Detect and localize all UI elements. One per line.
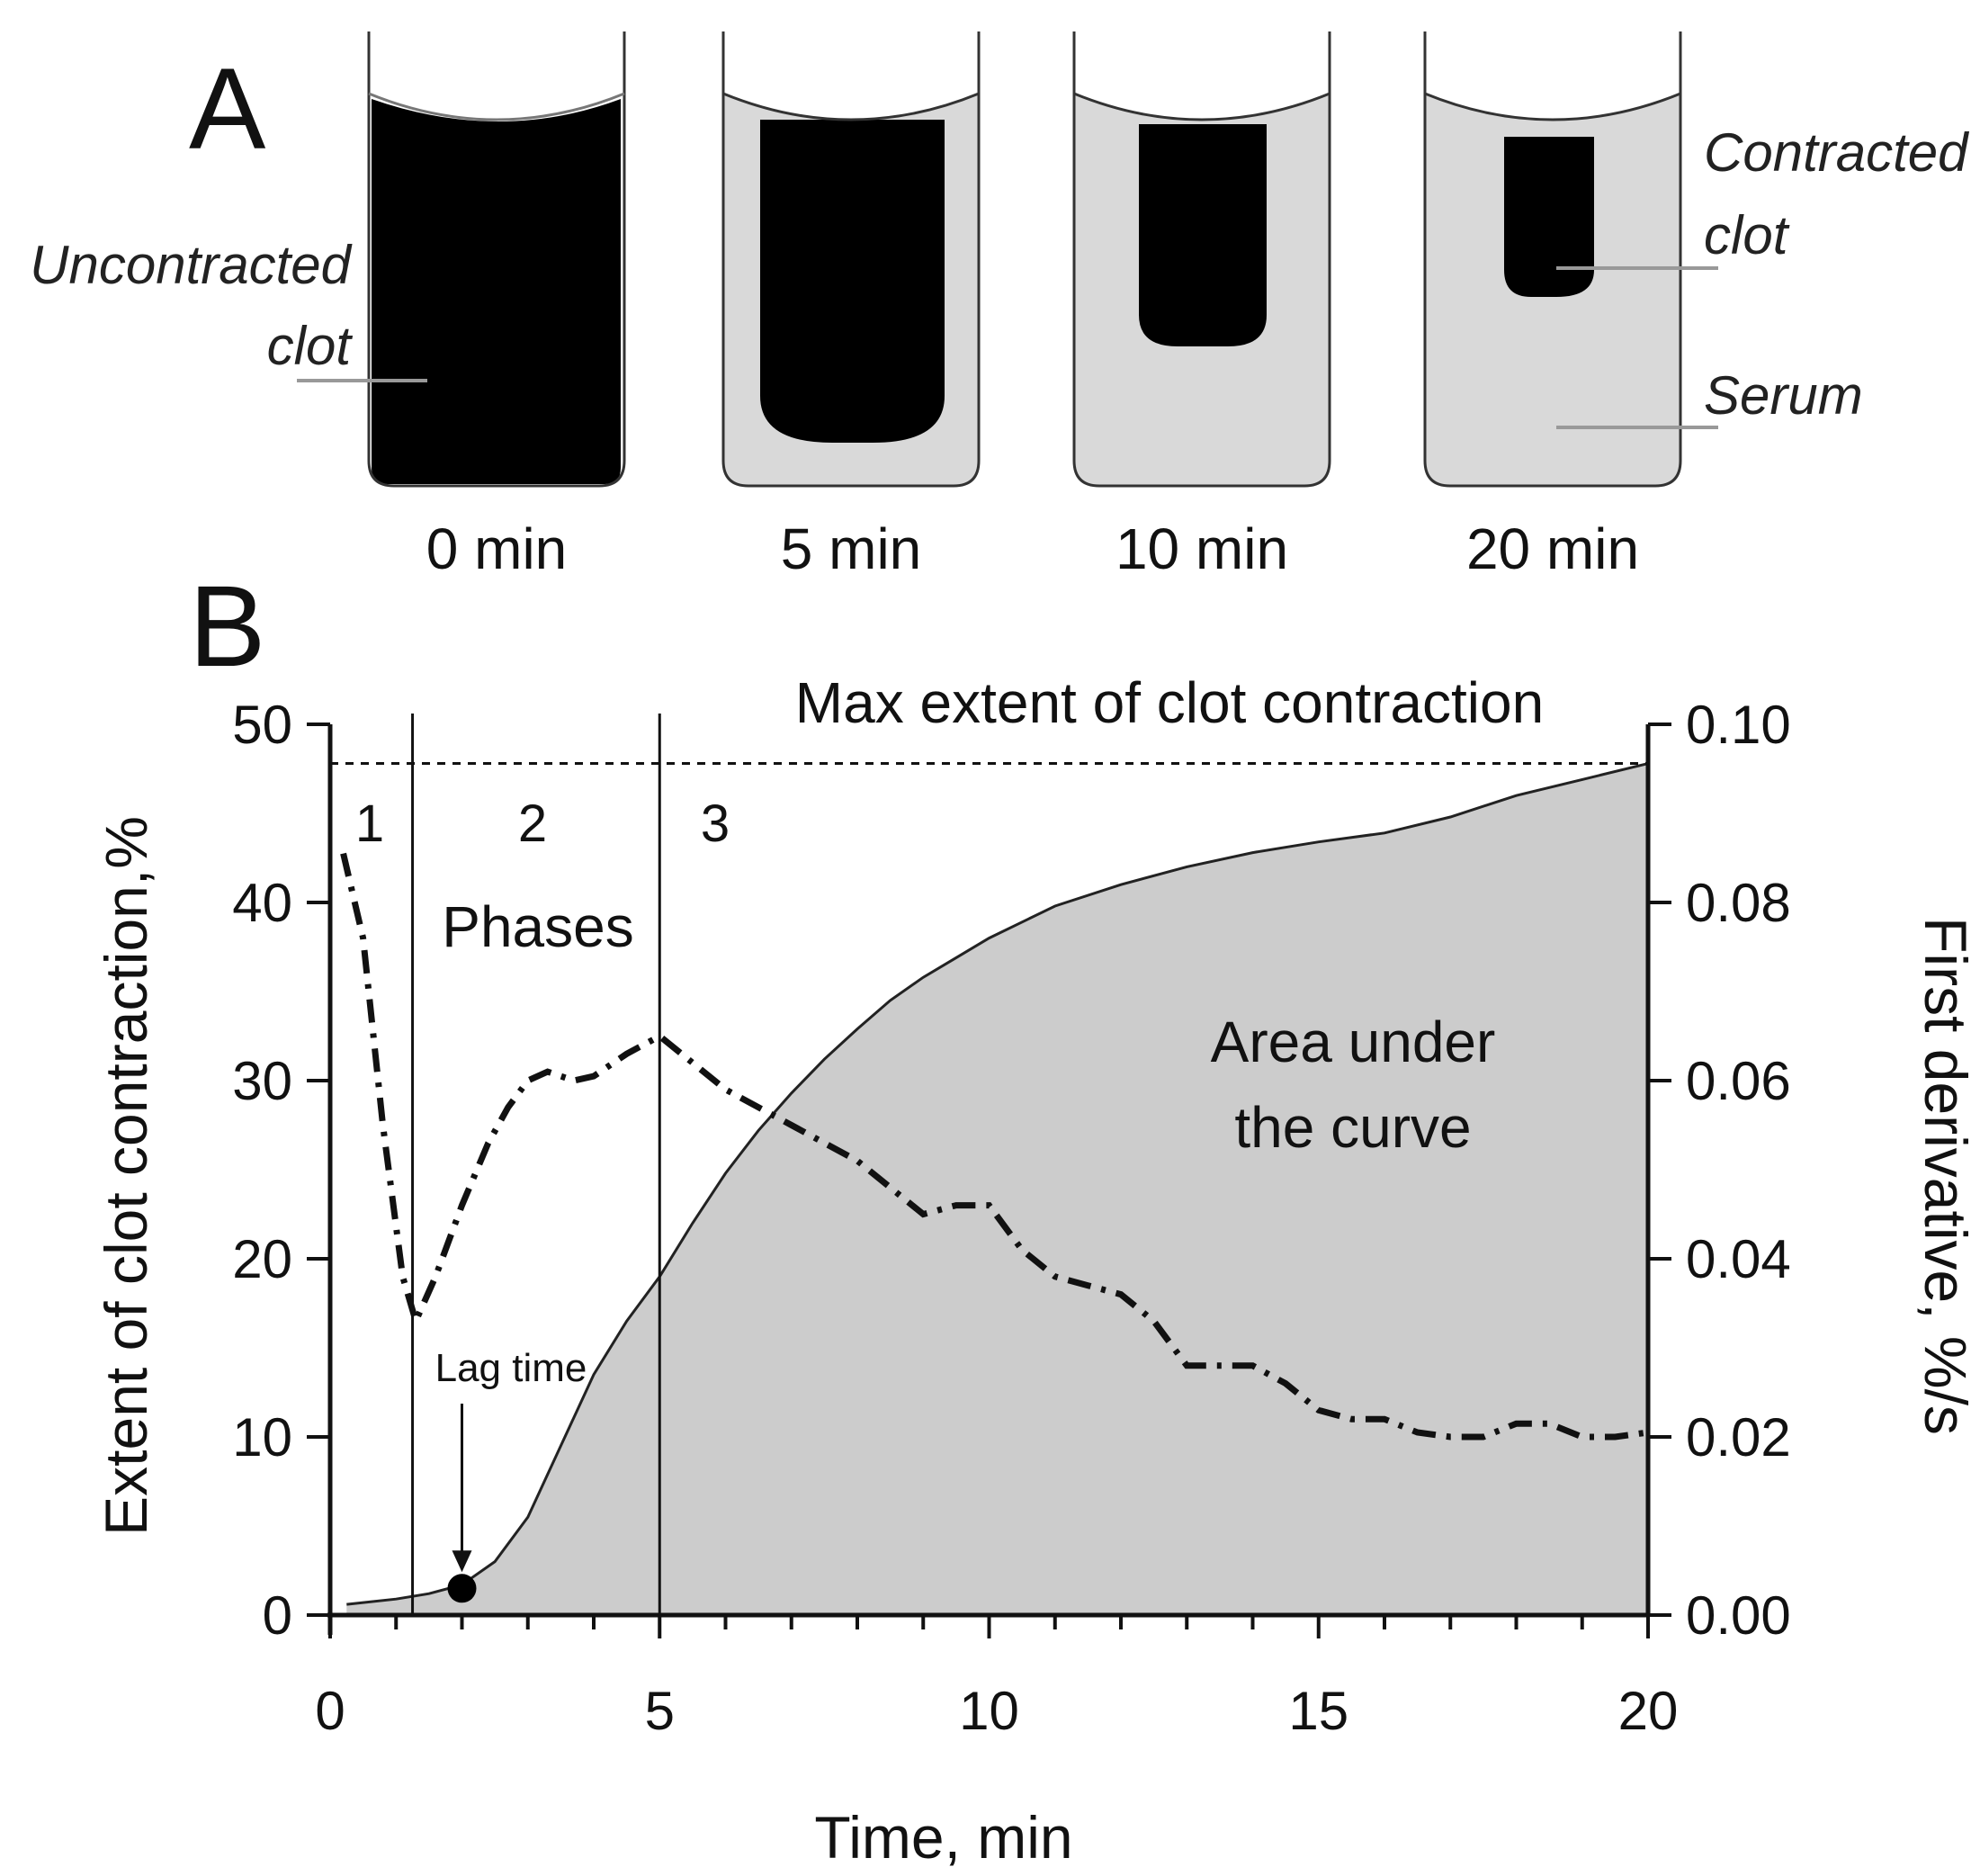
y-tick-label: 20 xyxy=(232,1229,292,1289)
x-tick-label: 0 xyxy=(315,1681,345,1741)
lag-time-point xyxy=(447,1574,477,1603)
panel-b-label: B xyxy=(189,562,265,691)
y2-tick-label: 0.04 xyxy=(1686,1229,1791,1289)
y-tick-label: 40 xyxy=(232,873,292,933)
clot-contracted xyxy=(1504,137,1594,297)
meniscus xyxy=(722,92,980,121)
y2-tick-label: 0.06 xyxy=(1686,1051,1791,1111)
panel-a-label: A xyxy=(189,45,266,174)
auc-label: the curve xyxy=(1234,1095,1471,1160)
phase-number: 3 xyxy=(701,794,730,853)
x-tick-label: 20 xyxy=(1618,1681,1679,1741)
tube-outline xyxy=(367,31,626,488)
panel-b: B 0 5 10 15 20 0 10 20 30 40 50 0.00 0.02 0.04 0.06 0.0… xyxy=(93,562,1979,1871)
tube-0-min xyxy=(367,31,626,488)
tube-outline xyxy=(1072,31,1331,488)
y-tick-label: 0 xyxy=(263,1585,292,1646)
y-tick-label: 50 xyxy=(232,695,292,755)
area-under-curve xyxy=(346,763,1648,1615)
y2-tick-label: 0.10 xyxy=(1686,695,1791,755)
contracted-label: Contracted xyxy=(1704,122,1969,183)
clot-contracting xyxy=(1139,124,1267,346)
clot-contracting xyxy=(760,120,945,443)
tube-outline xyxy=(721,31,981,488)
meniscus xyxy=(1073,92,1330,121)
serum-label: Serum xyxy=(1704,365,1863,426)
panel-a: A 0 min 5 min xyxy=(30,31,1969,581)
tube-time-label: 10 min xyxy=(1115,516,1288,581)
x-axis-title: Time, min xyxy=(814,1804,1072,1871)
clot-uncontracted xyxy=(372,99,621,484)
max-extent-label: Max extent of clot contraction xyxy=(795,670,1544,735)
x-tick-label: 15 xyxy=(1288,1681,1348,1741)
first-derivative-curve xyxy=(340,852,1649,1441)
uncontracted-label: clot xyxy=(267,316,354,376)
x-tick-label: 5 xyxy=(645,1681,675,1741)
auc-label: Area under xyxy=(1211,1010,1496,1074)
lag-time-label: Lag time xyxy=(435,1346,587,1390)
plot-area: 0 5 10 15 20 0 10 20 30 40 50 0.00 0.02 0.04 0.06 0.08 0… xyxy=(232,695,1791,1741)
tube-time-label: 20 min xyxy=(1466,516,1639,581)
tube-10-min xyxy=(1072,31,1331,488)
y2-tick-label: 0.00 xyxy=(1686,1585,1791,1646)
uncontracted-label: Uncontracted xyxy=(30,235,352,295)
lag-time-arrowhead xyxy=(452,1550,472,1573)
tube-5-min xyxy=(721,31,981,488)
tube-outline xyxy=(1423,31,1682,488)
tube-time-label: 0 min xyxy=(426,516,568,581)
tube-time-label: 5 min xyxy=(781,516,922,581)
tube-20-min xyxy=(1423,31,1682,488)
phase-number: 1 xyxy=(355,794,384,853)
contracted-label: clot xyxy=(1704,205,1790,265)
y2-axis-title: First derivative, %/s xyxy=(1913,917,1979,1435)
y2-tick-label: 0.02 xyxy=(1686,1407,1791,1468)
contraction-curve xyxy=(346,762,1649,1606)
y-tick-label: 10 xyxy=(232,1407,292,1468)
meniscus xyxy=(1424,92,1681,121)
x-tick-label: 10 xyxy=(959,1681,1019,1741)
phase-number: 2 xyxy=(518,794,547,853)
phases-label: Phases xyxy=(442,894,633,959)
meniscus xyxy=(368,92,625,121)
y-axis-title: Extent of clot contraction,% xyxy=(93,816,159,1536)
y2-tick-label: 0.08 xyxy=(1686,873,1791,933)
y-tick-label: 30 xyxy=(232,1051,292,1111)
